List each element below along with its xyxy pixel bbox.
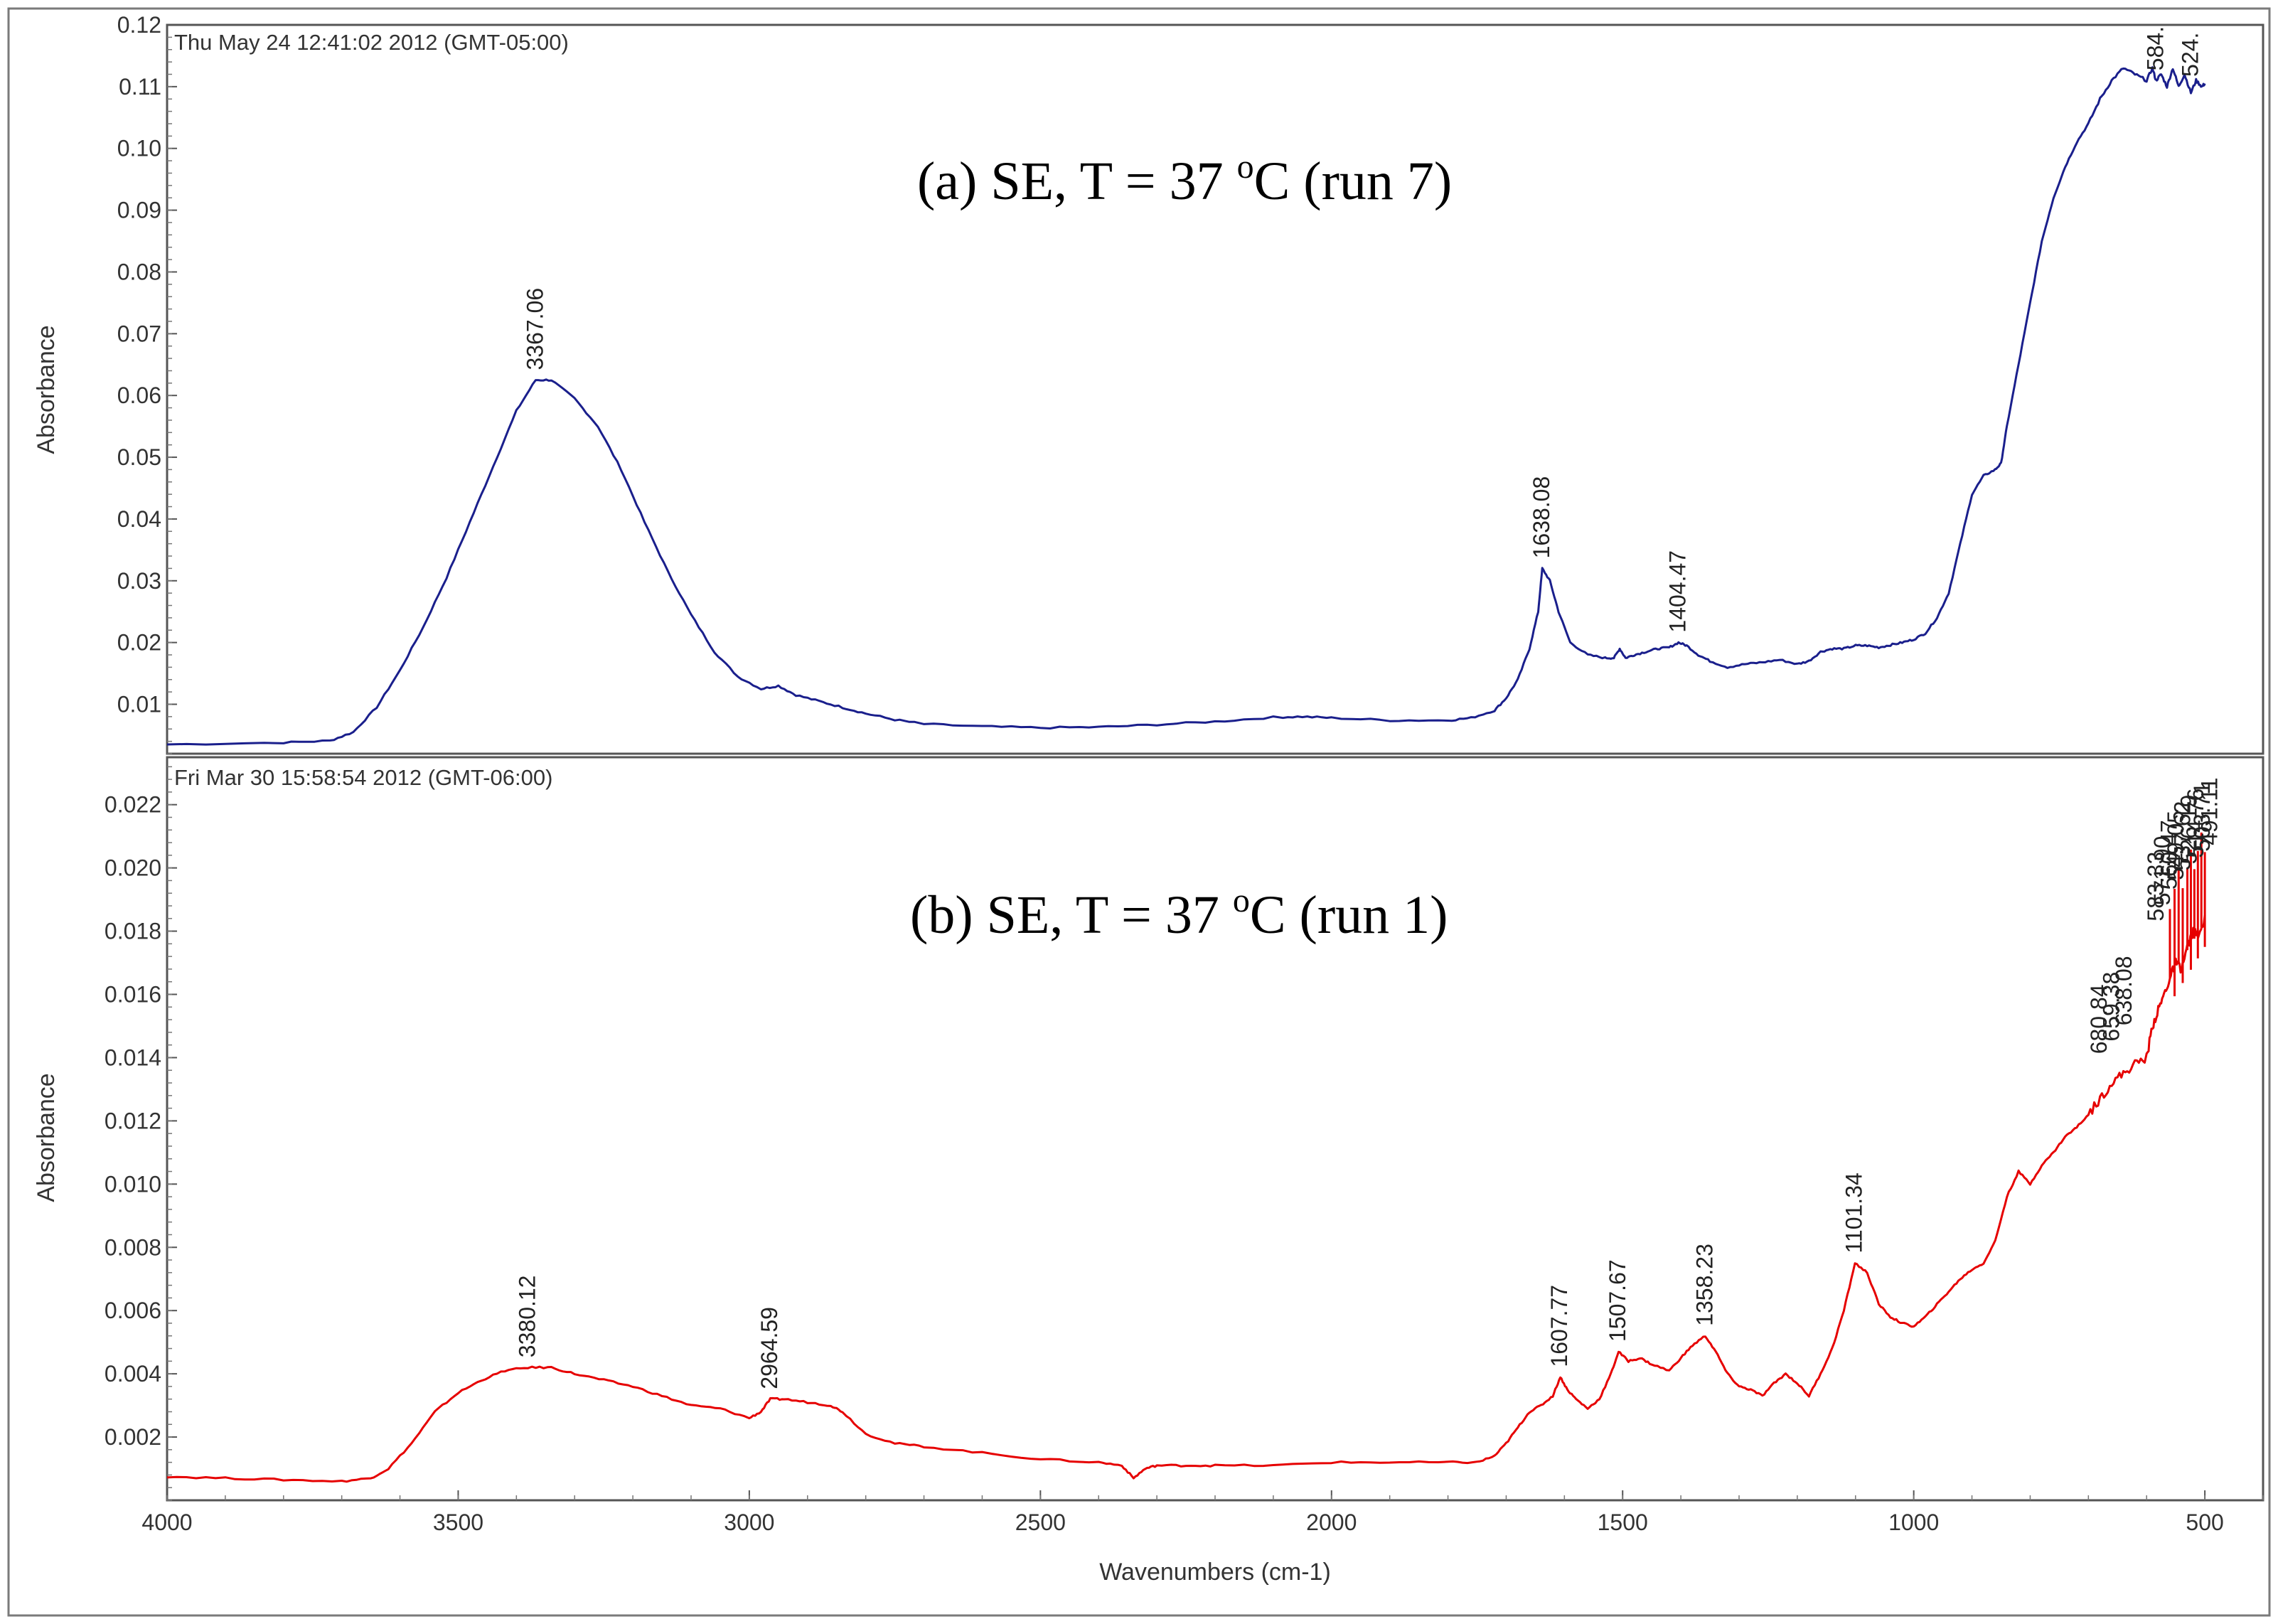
panel-a-peak-label: 524.: [2178, 33, 2203, 77]
panel-b-peak-label: 526.19: [2176, 795, 2202, 865]
panel-a-y-axis: 0.01 0.02 0.03 0.04 0.05 0.06 0.07 0.08 0.09 0.10…: [117, 12, 177, 754]
panel-b-y-tick-label: 0.002: [105, 1424, 161, 1450]
panel-a-plot-area: 3367.06 1638.08 1404.47 584. 524.: [166, 26, 2206, 746]
panel-b-y-tick-label: 0.008: [105, 1234, 161, 1260]
panel-b-y-tick-label: 0.020: [105, 855, 161, 881]
panel-a-peak-label: 3367.06: [522, 288, 547, 370]
panel-b-y-tick-label: 0.016: [105, 982, 161, 1008]
x-tick-label: 500: [2186, 1510, 2223, 1535]
panel-b-title: (b) SE, T = 37 oC (run 1): [910, 882, 1448, 945]
panel-b-title-part2: C (run 1): [1250, 885, 1448, 945]
panel-b-peak-label: 491.11: [2196, 777, 2222, 845]
panel-a-y-tick-label: 0.12: [117, 12, 161, 38]
x-tick-label: 2500: [1015, 1510, 1066, 1535]
x-tick-label: 2000: [1306, 1510, 1357, 1535]
panel-b-peak-label: 571.90: [2149, 835, 2175, 905]
panel-b-y-axis-label: Absorbance: [33, 1073, 60, 1202]
panel-a-peak-label: 584.: [2142, 26, 2168, 70]
panel-b-peak-label: 3380.12: [515, 1276, 540, 1358]
panel-a-y-tick-label: 0.10: [117, 136, 161, 161]
panel-b-peak-label: 1607.77: [1546, 1285, 1572, 1367]
panel-a-spectrum-line: [166, 66, 2206, 746]
panel-a-timestamp: Thu May 24 12:41:02 2012 (GMT-05:00): [174, 30, 569, 55]
panel-b-peak-label: 583.33: [2143, 852, 2169, 921]
panel-b-y-tick-label: 0.012: [105, 1108, 161, 1133]
panel-a-y-tick-label: 0.04: [117, 506, 161, 532]
panel-b-y-tick-label: 0.010: [105, 1171, 161, 1197]
panel-b-y-tick-label: 0.014: [105, 1045, 161, 1070]
panel-a-title-part2: C (run 7): [1254, 151, 1453, 211]
panel-b: Fri Mar 30 15:58:54 2012 (GMT-06:00) (b)…: [33, 756, 2264, 1586]
panel-a-y-tick-label: 0.11: [119, 74, 161, 100]
panel-b-y-tick-label: 0.004: [105, 1361, 161, 1387]
panel-b-spectrum-line: [166, 915, 2206, 1483]
panel-b-y-tick-label: 0.022: [105, 792, 161, 818]
panel-b-peak-label: 1507.67: [1605, 1259, 1630, 1342]
panel-a-peak-label: 1638.08: [1529, 476, 1554, 559]
panel-b-peak-label: 1101.34: [1841, 1172, 1867, 1253]
panel-b-peak-label: 659.38: [2099, 972, 2124, 1042]
panel-b-peak-label: 2964.59: [756, 1307, 782, 1389]
x-tick-label: 3500: [433, 1510, 483, 1535]
panel-b-title-part1: (b) SE, T = 37: [910, 885, 1233, 945]
panel-b-y-axis: 0.002 0.004 0.006 0.008 0.010 0.012 0.014 0.016…: [105, 766, 177, 1501]
figure-frame: [7, 7, 2271, 1617]
panel-b-peak-label: 514.76: [2183, 789, 2208, 858]
panel-b-peak-label: 537.62: [2169, 801, 2195, 871]
panel-a-y-tick-label: 0.08: [117, 259, 161, 284]
panel-b-plot-area: 3380.12 2964.59 1607.77 1507.67 1358.23 1101.…: [166, 777, 2222, 1483]
panel-a-y-tick-label: 0.01: [117, 692, 161, 717]
x-tick-label: 3000: [724, 1510, 774, 1535]
panel-a-y-tick-label: 0.03: [117, 568, 161, 594]
panel-a-y-tick-label: 0.06: [117, 383, 161, 408]
x-tick-label: 1000: [1888, 1510, 1939, 1535]
panel-b-peak-label: 638.08: [2111, 956, 2137, 1025]
panel-a-y-tick-label: 0.07: [117, 321, 161, 346]
panel-b-peak-label: 680.84: [2086, 984, 2112, 1054]
panel-a-plot-frame: [166, 23, 2264, 755]
panel-a-peak-label: 1404.47: [1665, 550, 1691, 633]
panel-a-title-part1: (a) SE, T = 37: [917, 151, 1237, 211]
panel-b-peak-label: 549.05: [2163, 811, 2188, 880]
panel-b-y-tick-label: 0.006: [105, 1298, 161, 1323]
x-tick-label: 1500: [1598, 1510, 1648, 1535]
panel-b-peak-label: 503.71: [2189, 782, 2215, 852]
panel-a-title: (a) SE, T = 37 oC (run 7): [917, 148, 1452, 211]
panel-a-title-superscript: o: [1237, 148, 1254, 186]
panel-a-y-tick-label: 0.09: [117, 198, 161, 223]
panel-b-y-tick-label: 0.018: [105, 919, 161, 944]
panel-a-y-tick-label: 0.05: [117, 444, 161, 470]
panel-b-x-axis: 4000 3500 3000 2500 2000 1500 1000 500: [141, 1490, 2264, 1535]
panel-a-y-axis-label: Absorbance: [33, 325, 60, 454]
panel-a: Thu May 24 12:41:02 2012 (GMT-05:00) (a)…: [33, 12, 2264, 755]
panel-a-y-tick-label: 0.02: [117, 630, 161, 656]
x-tick-label: 4000: [141, 1510, 192, 1535]
panel-b-title-superscript: o: [1233, 882, 1250, 919]
panel-b-timestamp: Fri Mar 30 15:58:54 2012 (GMT-06:00): [174, 765, 552, 790]
panel-b-peak-label: 560.47: [2156, 820, 2182, 890]
x-axis-label: Wavenumbers (cm-1): [1099, 1559, 1331, 1586]
panel-b-peak-label: 1358.23: [1691, 1244, 1717, 1326]
